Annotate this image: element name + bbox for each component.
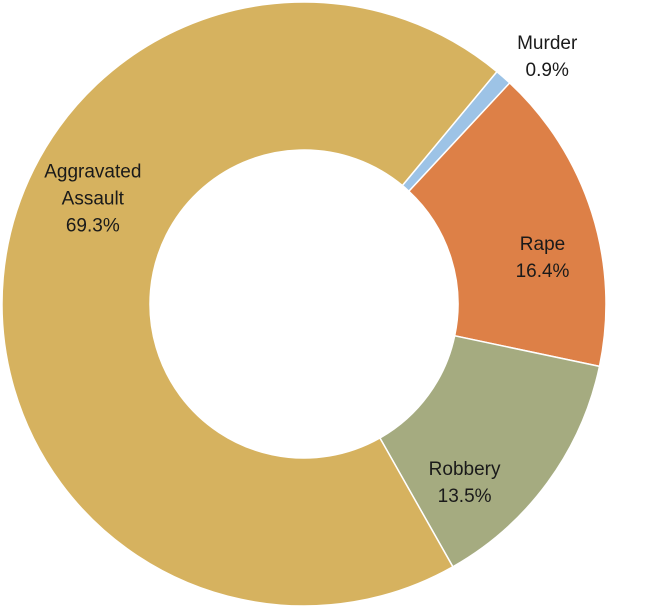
- label-name-aggravated-assault: Aggravated: [44, 162, 141, 183]
- label-value-rape: 16.4%: [516, 261, 570, 282]
- label-name-aggravated-assault: Assault: [62, 189, 125, 210]
- slice-rape: [407, 81, 607, 368]
- label-murder: Murder 0.9%: [517, 33, 578, 81]
- label-name-murder: Murder: [517, 33, 578, 54]
- labels-group: Murder 0.9% Rape 16.4% Robbery 13.5% Aggravate…: [44, 33, 578, 507]
- label-rape: Rape 16.4%: [516, 234, 570, 282]
- label-name-robbery: Robbery: [429, 459, 501, 480]
- label-value-aggravated-assault: 69.3%: [66, 216, 120, 237]
- slices-group: [1, 1, 607, 607]
- slice-robbery: [378, 334, 601, 568]
- label-value-robbery: 13.5%: [438, 486, 492, 507]
- label-value-murder: 0.9%: [526, 60, 569, 81]
- label-aggravated-assault: Aggravated Assault 69.3%: [44, 162, 141, 237]
- slice-aggravated-assault: [1, 1, 498, 607]
- label-robbery: Robbery 13.5%: [429, 459, 501, 507]
- label-name-rape: Rape: [520, 234, 565, 255]
